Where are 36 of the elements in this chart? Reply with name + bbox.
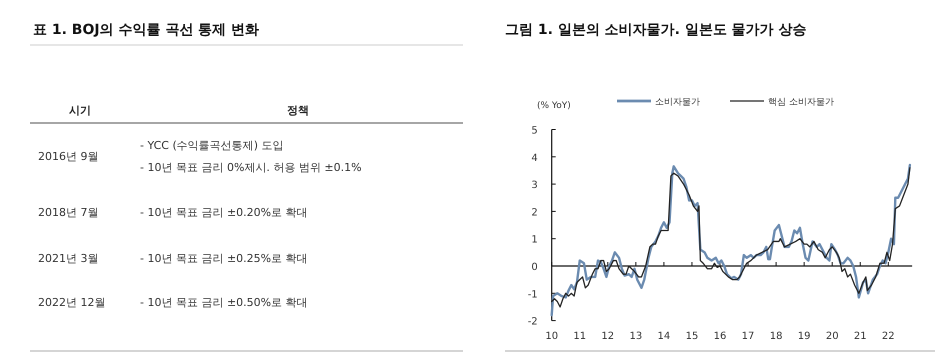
text: - 10년 목표 금리 ±0.50%로 확대 bbox=[140, 296, 308, 309]
y-tick-label: 2 bbox=[531, 207, 538, 218]
category-label: 2018년 7월 bbox=[38, 206, 98, 219]
x-tick-label: 18 bbox=[770, 331, 782, 342]
legend-label: 핵심 소비자물가 bbox=[768, 98, 834, 108]
x-tick-label: 12 bbox=[601, 331, 614, 342]
x-tick-label: 16 bbox=[714, 331, 726, 342]
text: 시기 bbox=[69, 104, 91, 117]
y-tick-label: 1 bbox=[531, 234, 538, 246]
x-tick-label: 22 bbox=[882, 331, 895, 342]
y-tick-label: 3 bbox=[531, 180, 538, 192]
y-tick-label: -1 bbox=[528, 289, 538, 300]
y-axis-title: (% YoY) bbox=[537, 101, 571, 111]
x-tick-label: 21 bbox=[854, 331, 867, 342]
text: - 10년 목표 금리 ±0.25%로 확대 bbox=[140, 252, 308, 265]
text: - 10년 목표 금리 ±0.20%로 확대 bbox=[140, 206, 308, 219]
title: 표 1. BOJ의 수익률 곡선 통제 변화 bbox=[33, 22, 260, 38]
text: - YCC (수익률곡선통제) 도입 - 10년 목표 금리 0%제시. 허용 범위 ±0.1% bbox=[140, 139, 362, 174]
y-tick-label: 5 bbox=[531, 126, 538, 136]
x-tick-label: 11 bbox=[573, 331, 586, 342]
category-label: 2022년 12월 bbox=[38, 296, 106, 309]
x-tick-label: 13 bbox=[629, 331, 642, 342]
legend-label: 소비자물가 bbox=[655, 98, 700, 108]
y-tick-label: 0 bbox=[531, 262, 538, 273]
x-tick-label: 20 bbox=[826, 331, 839, 342]
x-tick-label: 17 bbox=[742, 331, 754, 342]
text: 정책 bbox=[287, 104, 309, 117]
category-label: 2021년 3월 bbox=[38, 252, 98, 265]
x-tick-label: 10 bbox=[545, 331, 558, 342]
y-tick-label: -2 bbox=[528, 316, 538, 328]
x-tick-label: 14 bbox=[658, 331, 670, 342]
x-tick-label: 19 bbox=[798, 331, 811, 342]
category-label: 2016년 9월 bbox=[38, 150, 98, 163]
y-tick-label: 4 bbox=[531, 152, 538, 164]
chart-title: 그림 1. 일본의 소비자물가. 일본도 물가가 상승 bbox=[505, 22, 807, 38]
x-tick-label: 15 bbox=[686, 331, 698, 342]
